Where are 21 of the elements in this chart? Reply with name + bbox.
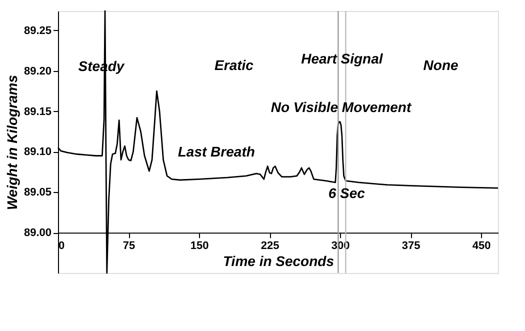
y-tick-label: 89.10 bbox=[24, 146, 52, 158]
annotation: 6 Sec bbox=[328, 184, 366, 201]
y-tick-label: 89.00 bbox=[24, 227, 52, 240]
annotation: Eratic bbox=[214, 57, 254, 74]
x-axis-title: Time in Seconds bbox=[223, 253, 334, 270]
x-tick-label: 0 bbox=[58, 240, 65, 252]
y-tick-label: 89.15 bbox=[24, 106, 52, 118]
x-tick-label: 375 bbox=[402, 240, 420, 252]
x-tick-label: 450 bbox=[472, 240, 491, 252]
x-tick-label: 75 bbox=[122, 240, 136, 252]
line-series bbox=[57, 10, 499, 274]
annotation: Last Breath bbox=[178, 143, 255, 160]
y-tick-label: 89.05 bbox=[24, 186, 52, 199]
x-tick-label: 225 bbox=[260, 240, 280, 252]
y-tick-label: 89.20 bbox=[24, 65, 52, 78]
annotation: No Visible Movement bbox=[270, 99, 412, 116]
y-axis-title: Weight in Kilograms bbox=[4, 74, 20, 210]
x-tick-label: 150 bbox=[190, 240, 209, 252]
annotation: None bbox=[423, 57, 459, 74]
annotation: Heart Signal bbox=[301, 50, 384, 67]
y-tick-label: 89.25 bbox=[24, 24, 52, 37]
